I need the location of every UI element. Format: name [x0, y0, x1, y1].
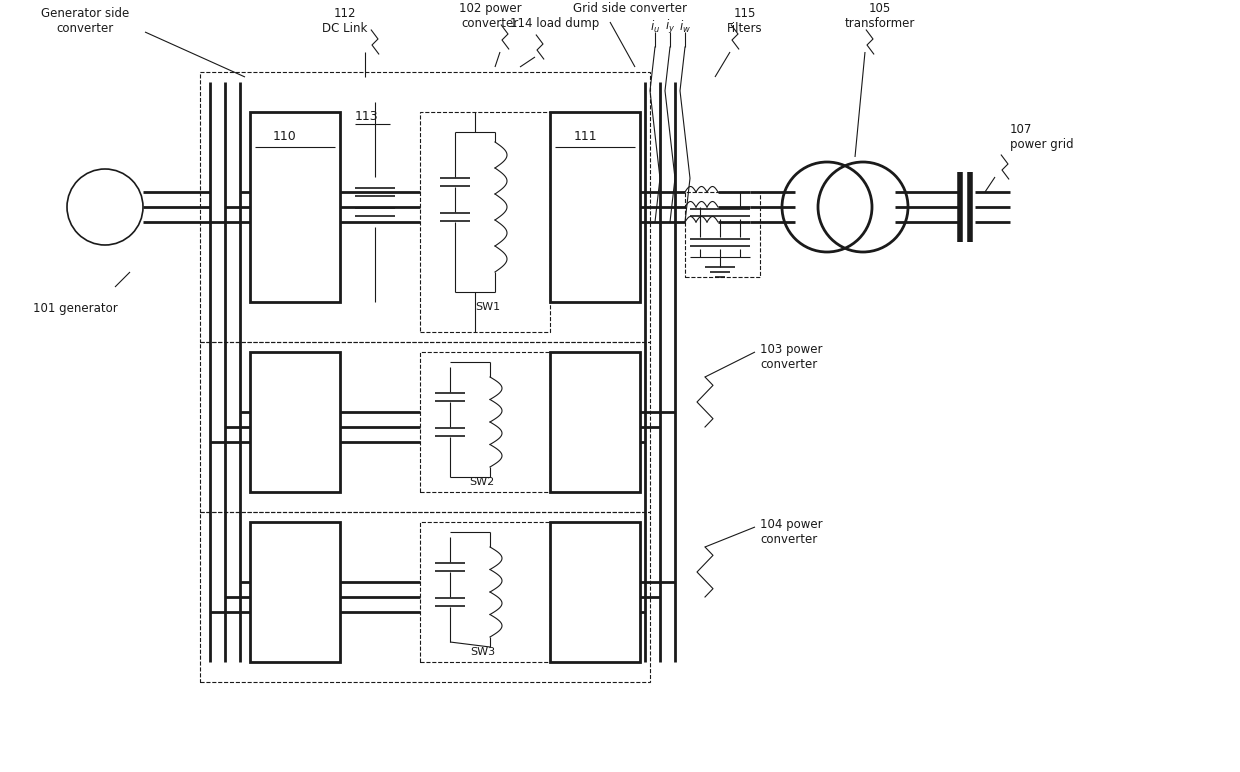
Text: 112
DC Link: 112 DC Link: [322, 7, 368, 35]
Text: 104 power
converter: 104 power converter: [760, 518, 822, 546]
Bar: [420, 352, 551, 492]
Text: 114 load dump: 114 load dump: [511, 17, 600, 30]
Text: 105
transformer: 105 transformer: [844, 2, 915, 30]
Text: Grid side converter: Grid side converter: [573, 2, 687, 15]
Bar: [551, 352, 640, 492]
Text: Generator side
converter: Generator side converter: [41, 7, 129, 35]
Text: 113: 113: [355, 110, 378, 124]
Bar: [200, 512, 650, 682]
Text: SW2: SW2: [470, 477, 495, 487]
Text: SW1: SW1: [475, 302, 500, 312]
Text: $i_w$: $i_w$: [680, 19, 691, 35]
Bar: [684, 192, 760, 277]
Text: 107
power grid: 107 power grid: [1011, 123, 1074, 151]
Text: $i_y$: $i_y$: [665, 18, 675, 36]
Text: 115
Filters: 115 Filters: [727, 7, 763, 35]
Text: SW3: SW3: [470, 647, 495, 657]
Text: 102 power
converter: 102 power converter: [459, 2, 521, 30]
Text: 110: 110: [273, 130, 296, 144]
Bar: [250, 112, 340, 302]
Text: 103 power
converter: 103 power converter: [760, 343, 822, 371]
Text: 111: 111: [573, 130, 596, 144]
Bar: [250, 522, 340, 662]
Bar: [551, 112, 640, 302]
Text: 101 generator: 101 generator: [32, 302, 118, 315]
Bar: [200, 72, 650, 342]
Bar: [420, 112, 551, 332]
Bar: [200, 342, 650, 512]
Bar: [420, 522, 551, 662]
Bar: [551, 522, 640, 662]
Text: $i_u$: $i_u$: [650, 19, 660, 35]
Bar: [250, 352, 340, 492]
